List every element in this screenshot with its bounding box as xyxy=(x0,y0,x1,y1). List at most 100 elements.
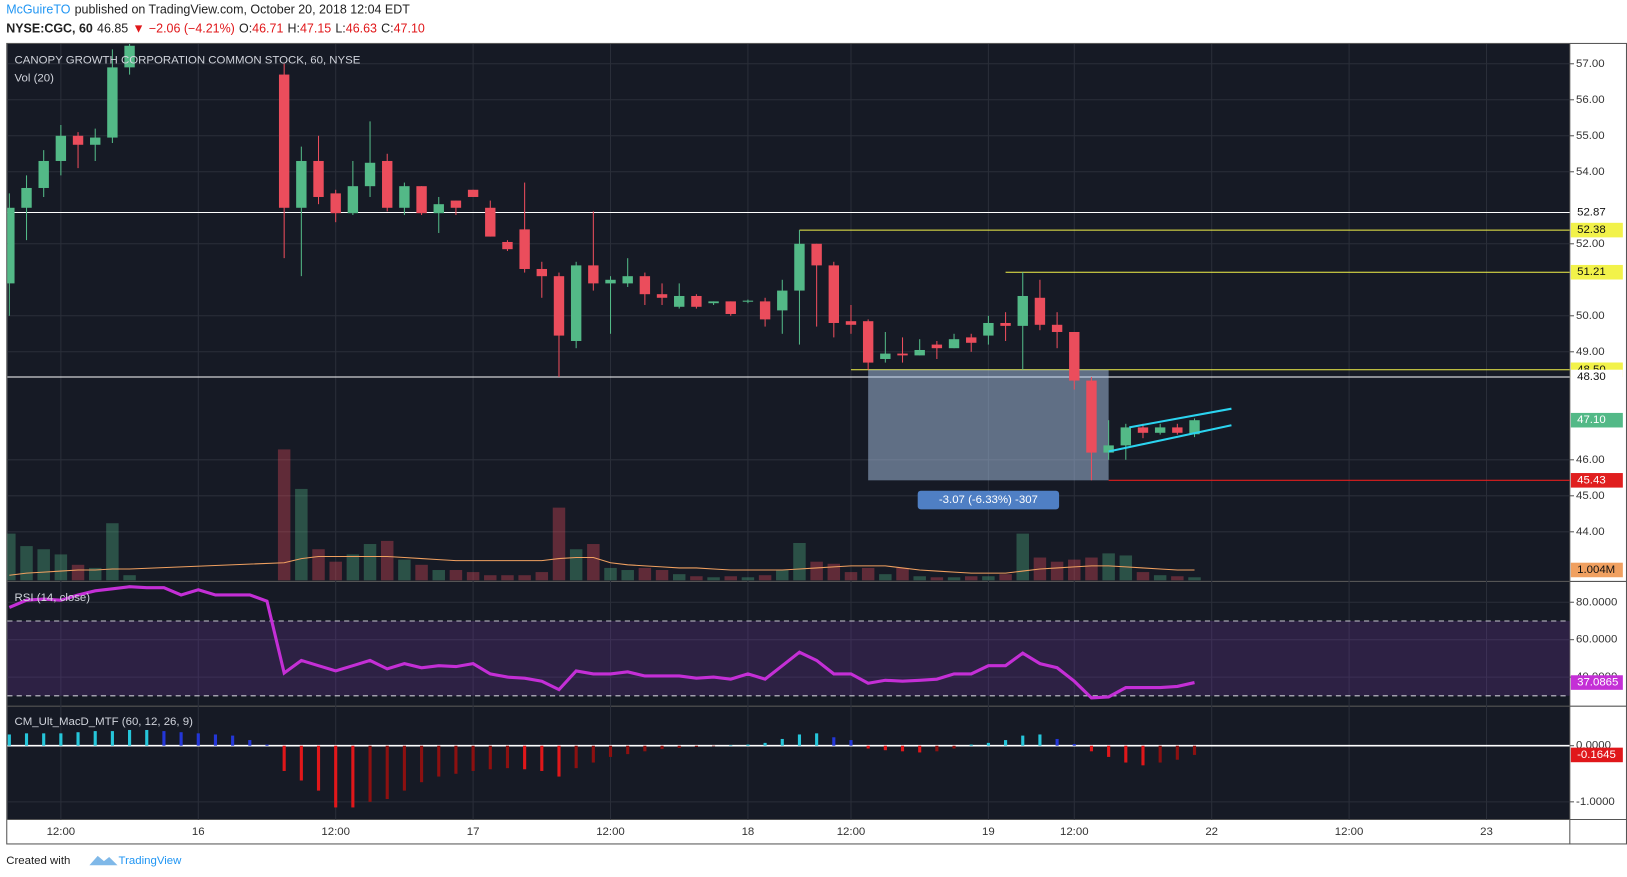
footer-brand[interactable]: TradingView xyxy=(119,855,183,867)
x-tick-label: 22 xyxy=(1205,826,1218,838)
macd-bar xyxy=(815,733,819,746)
volume-bar xyxy=(827,563,841,581)
macd-bar xyxy=(128,729,132,746)
macd-bar xyxy=(557,745,561,777)
volume-bar xyxy=(380,540,394,581)
candle-body xyxy=(725,301,736,314)
macd-bar xyxy=(1038,734,1042,746)
volume-bar xyxy=(1102,553,1115,581)
volume-bar xyxy=(776,570,789,581)
volume-bar xyxy=(1068,559,1081,581)
badge-box xyxy=(1570,473,1623,488)
candle-body xyxy=(467,189,479,197)
macd-bar xyxy=(626,745,630,755)
macd-bar xyxy=(746,744,750,746)
volume-bar xyxy=(277,449,291,581)
candle-body xyxy=(794,243,805,291)
macd-bar xyxy=(1004,740,1008,746)
volume-bar xyxy=(1153,575,1167,581)
volume-bar xyxy=(552,507,566,581)
channel-line xyxy=(1108,424,1232,453)
macd-bar xyxy=(93,731,97,746)
candle-body xyxy=(862,321,874,363)
badge-box xyxy=(1570,205,1623,220)
badge-label: 47.10 xyxy=(1577,414,1606,426)
y-tick-label: 50.00 xyxy=(1576,310,1605,322)
badge-box xyxy=(1570,222,1623,238)
change: −2.06 (−4.21%) xyxy=(149,22,235,36)
x-tick-label: 12:00 xyxy=(1335,826,1364,838)
macd-bar xyxy=(1158,745,1162,763)
macd-bar xyxy=(59,733,63,746)
y-tick-label: 46.00 xyxy=(1576,454,1605,466)
macd-bar xyxy=(677,745,681,748)
candle-body xyxy=(622,276,633,284)
macd-bar xyxy=(316,745,321,791)
macd-bar xyxy=(797,734,802,746)
macd-bar xyxy=(24,733,29,746)
macd-bar xyxy=(1089,745,1094,752)
candle-body xyxy=(72,135,84,145)
y-tick-label: 56.00 xyxy=(1576,94,1605,106)
price-badge: 47.10 xyxy=(1570,412,1623,428)
macd-bar xyxy=(368,745,372,802)
ohlc-key: H: xyxy=(288,22,300,36)
candle-body xyxy=(570,265,582,341)
rsi-pane xyxy=(7,585,1570,700)
macd-bar xyxy=(763,742,767,746)
measure-label: -3.07 (-6.33%) -307 xyxy=(939,494,1038,506)
brand-logo[interactable] xyxy=(89,855,118,866)
macd-bar xyxy=(488,745,492,770)
badge-label: 52.87 xyxy=(1577,206,1606,218)
macd-bar xyxy=(1107,745,1111,757)
badge-box xyxy=(1570,562,1623,578)
candle-body xyxy=(450,200,462,208)
candle-body xyxy=(55,135,67,161)
price-badge: 45.43 xyxy=(1570,473,1623,488)
volume-bar xyxy=(71,564,85,581)
candle-body xyxy=(416,186,427,214)
candle-body xyxy=(399,186,410,208)
volume-bar xyxy=(672,574,686,581)
candle-body xyxy=(313,160,324,197)
volume-bar xyxy=(398,559,411,581)
ohlc-value: 47.15 xyxy=(300,22,331,36)
badge-box xyxy=(1570,369,1623,385)
ohlc-key: O: xyxy=(239,22,252,36)
y-tick-label: -1.0000 xyxy=(1576,796,1615,808)
candle-body xyxy=(897,353,908,356)
macd-bar xyxy=(76,732,80,746)
volume-bar xyxy=(569,549,583,581)
candle-body xyxy=(828,265,840,323)
author[interactable]: McGuireTO xyxy=(6,3,71,17)
volume-bar xyxy=(604,567,617,581)
volume-bar xyxy=(54,554,68,581)
candle-body xyxy=(811,243,822,266)
macd-bar xyxy=(523,745,527,770)
badge-label: 48.30 xyxy=(1577,371,1606,383)
symbol: NYSE:CGC, 60 xyxy=(6,22,93,36)
volume-bar xyxy=(432,570,445,581)
macd-bar xyxy=(574,745,578,769)
candle-body xyxy=(588,265,599,284)
badge-box xyxy=(1570,264,1623,280)
candle-body xyxy=(21,187,32,208)
volume-bar xyxy=(123,575,136,581)
macd-bar xyxy=(952,745,956,749)
macd-title: CM_Ult_MacD_MTF (60, 12, 26, 9) xyxy=(15,716,194,728)
macd-bar xyxy=(883,745,887,751)
volume-bar xyxy=(999,574,1012,581)
candle-body xyxy=(107,67,118,138)
macd-bar xyxy=(1175,745,1179,760)
macd-bar xyxy=(969,744,973,746)
candle-body xyxy=(931,344,943,349)
macd-bar xyxy=(385,745,389,800)
macd-bar xyxy=(780,738,784,746)
price-badge: 52.38 xyxy=(1570,222,1623,238)
price-pane-title: CANOPY GROWTH CORPORATION COMMON STOCK, … xyxy=(15,55,361,67)
volume-bar xyxy=(1085,557,1098,581)
macd-bar xyxy=(299,745,303,781)
macd-bar xyxy=(849,740,853,746)
macd-bar xyxy=(712,745,716,747)
